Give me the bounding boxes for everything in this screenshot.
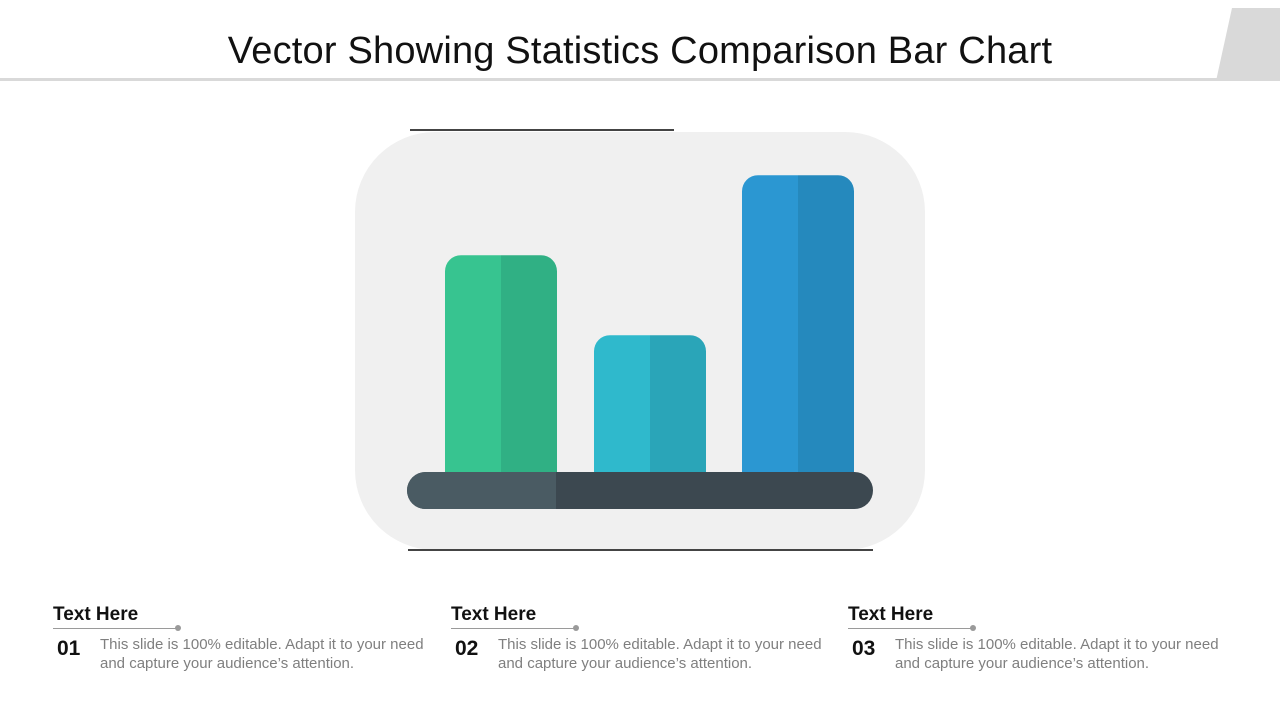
block-heading: Text Here [53, 604, 139, 625]
block-rule [848, 628, 972, 629]
block-heading: Text Here [451, 604, 537, 625]
bar-1-light-half [445, 255, 501, 476]
bar-2 [594, 335, 706, 476]
slide-title: Vector Showing Statistics Comparison Bar… [227, 30, 1053, 72]
block-text: This slide is 100% editable. Adapt it to… [895, 636, 1219, 672]
bar-3-dark-half [798, 175, 854, 476]
block-number: 02 [455, 637, 479, 660]
block-rule-dot [175, 625, 181, 631]
bar-3-light-half [742, 175, 798, 476]
block-rule-dot [573, 625, 579, 631]
block-text: This slide is 100% editable. Adapt it to… [100, 636, 424, 672]
block-number: 01 [57, 637, 81, 660]
bars-group [445, 175, 854, 476]
title-corner-accent [1216, 8, 1280, 81]
block-rule-dot [970, 625, 976, 631]
bar-2-dark-half [650, 335, 706, 476]
block-rule [53, 628, 177, 629]
chart-base [407, 472, 873, 509]
title-bar: Vector Showing Statistics Comparison Bar… [0, 0, 1280, 82]
title-underline [0, 78, 1232, 81]
bar-1 [445, 255, 557, 476]
block-text: This slide is 100% editable. Adapt it to… [498, 636, 822, 672]
bar-chart-graphic [355, 129, 925, 551]
block-heading: Text Here [848, 604, 934, 625]
bar-3 [742, 175, 854, 476]
bar-1-dark-half [501, 255, 557, 476]
bar-2-light-half [594, 335, 650, 476]
bar-chart-icon [340, 120, 940, 570]
block-number: 03 [852, 637, 876, 660]
block-rule [451, 628, 575, 629]
